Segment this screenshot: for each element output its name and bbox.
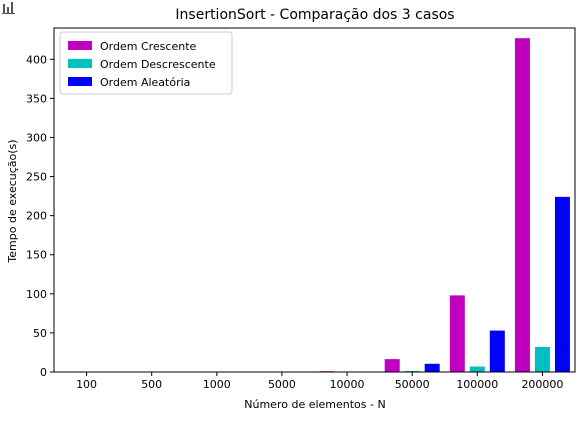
x-tick-label: 100000 (456, 378, 498, 391)
x-tick-label: 50000 (395, 378, 430, 391)
y-tick-label: 400 (26, 53, 47, 66)
x-tick-label: 100 (76, 378, 97, 391)
bar (554, 196, 570, 372)
y-tick-label: 150 (26, 249, 47, 262)
x-tick-label: 1000 (203, 378, 231, 391)
legend-box (59, 31, 233, 95)
y-tick-label: 200 (26, 210, 47, 223)
chart-title: InsertionSort - Comparação dos 3 casos (175, 7, 454, 23)
y-tick-label: 100 (26, 288, 47, 301)
x-tick-label: 10000 (330, 378, 365, 391)
bar (424, 363, 440, 372)
legend-label: Ordem Descrescente (100, 58, 216, 71)
y-tick-label: 250 (26, 171, 47, 184)
bar (384, 359, 400, 372)
y-tick-label: 0 (40, 366, 47, 379)
x-axis-label: Número de elementos - N (244, 398, 385, 411)
bar (449, 295, 465, 372)
bar (514, 38, 530, 372)
x-tick-label: 500 (141, 378, 162, 391)
legend-swatch (68, 41, 92, 50)
legend-label: Ordem Crescente (100, 40, 197, 53)
legend-swatch (68, 59, 92, 68)
bar-chart-icon (2, 2, 15, 14)
y-tick-label: 50 (33, 327, 47, 340)
legend-label: Ordem Aleatória (100, 76, 190, 89)
y-tick-label: 350 (26, 92, 47, 105)
y-axis-label: Tempo de execução(s) (6, 139, 19, 263)
x-tick-label: 200000 (521, 378, 563, 391)
bar (534, 346, 550, 372)
bar (469, 366, 485, 372)
bar (489, 330, 505, 372)
plot-frame (53, 27, 576, 373)
x-tick-label: 5000 (268, 378, 296, 391)
y-tick-label: 300 (26, 131, 47, 144)
legend-swatch (68, 77, 92, 86)
